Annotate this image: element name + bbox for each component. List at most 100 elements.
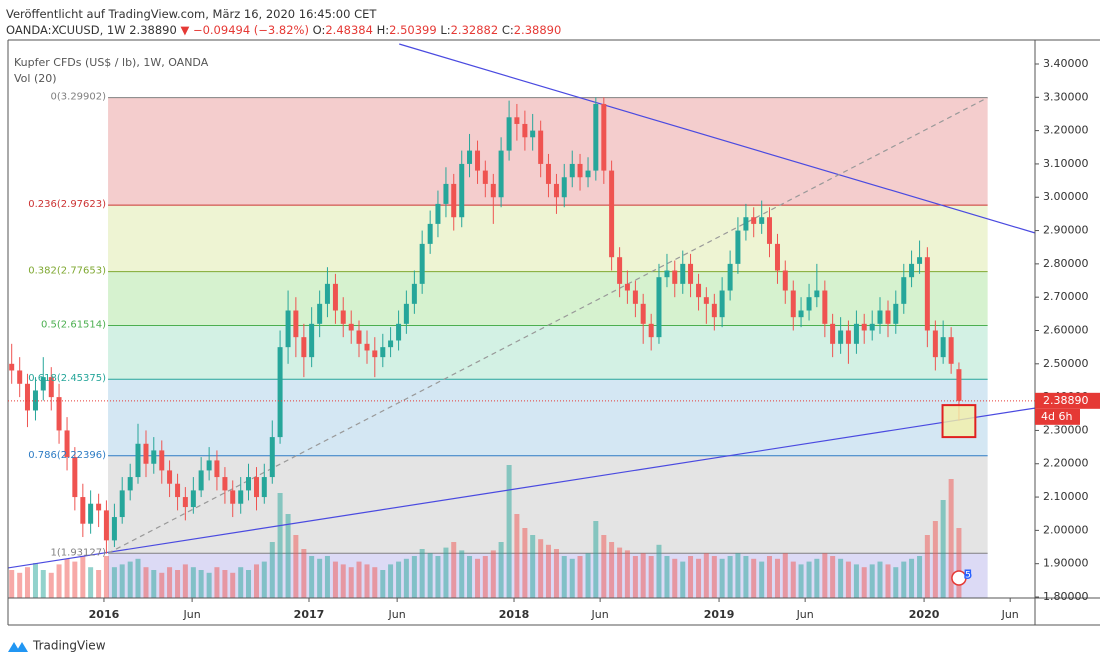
candle-body	[869, 323, 875, 331]
volume-bar	[696, 558, 702, 598]
candle-body	[838, 330, 844, 344]
volume-bar	[143, 567, 149, 598]
candle-body	[885, 310, 891, 324]
candle-body	[506, 117, 512, 151]
candle-body	[932, 330, 938, 358]
volume-bar	[656, 544, 662, 598]
candle-body	[672, 270, 678, 284]
candle-body	[246, 477, 252, 491]
volume-bar	[151, 570, 157, 598]
c-value: 2.38890	[513, 23, 562, 37]
badge-icon	[951, 570, 967, 586]
volume-bar	[735, 553, 741, 598]
candle-body	[151, 450, 157, 464]
candle-body	[798, 310, 804, 318]
volume-bar	[269, 542, 275, 598]
x-tick-label: Jun	[1001, 608, 1019, 621]
x-tick-label: Jun	[388, 608, 406, 621]
volume-bar	[293, 535, 299, 598]
volume-bar	[380, 570, 386, 598]
symbol: OANDA:XCUUSD, 1W 2.38890	[6, 23, 177, 37]
y-tick-label: 2.60000	[1043, 323, 1089, 336]
volume-bar	[285, 514, 291, 598]
fib-label: 0.5(2.61514)	[41, 319, 106, 330]
volume-bar	[806, 561, 812, 598]
volume-bar	[624, 550, 630, 598]
x-tick-label: Jun	[183, 608, 201, 621]
candle-body	[522, 123, 528, 138]
x-tick-label: 2020	[909, 608, 940, 621]
x-tick-label: 2017	[294, 608, 325, 621]
volume-bar	[885, 564, 891, 598]
highlight-box	[941, 404, 977, 439]
candle-body	[293, 310, 299, 338]
volume-bar	[135, 558, 141, 598]
candle-body	[680, 263, 686, 284]
volume-bar	[451, 542, 457, 598]
candle-body	[624, 283, 630, 291]
candle-body	[688, 263, 694, 284]
h-label: H:	[376, 23, 390, 37]
tv-logo	[8, 642, 28, 652]
volume-bar	[198, 570, 204, 598]
fib-label: 0.236(2.97623)	[28, 199, 106, 210]
candle-body	[790, 290, 796, 318]
candle-body	[119, 490, 125, 518]
candle-body	[372, 350, 378, 358]
candle-body	[127, 477, 133, 491]
l-value: 2.32882	[450, 23, 499, 37]
last-price-label: 2.38890	[1043, 394, 1089, 407]
candle-body	[419, 243, 425, 284]
volume-bar	[17, 572, 23, 598]
fib-band	[108, 205, 988, 272]
candle-body	[103, 510, 109, 541]
candle-body	[696, 283, 702, 298]
candle-body	[924, 257, 930, 331]
volume-bar	[632, 556, 638, 598]
volume-bar	[798, 564, 804, 598]
volume-bar	[790, 561, 796, 598]
candle-body	[814, 290, 820, 298]
volume-bar	[396, 561, 402, 598]
fib-band	[108, 271, 988, 326]
symbol-line: OANDA:XCUUSD, 1W 2.38890 ▼ −0.09494 (−3.…	[6, 23, 561, 37]
candle-body	[222, 477, 228, 491]
volume-bar	[111, 567, 117, 598]
volume-bar	[490, 550, 496, 598]
candle-body	[388, 340, 394, 348]
y-tick-label: 2.70000	[1043, 290, 1089, 303]
candle-body	[80, 497, 86, 524]
volume-bar	[498, 542, 504, 598]
candle-body	[175, 483, 181, 498]
candle-body	[861, 323, 867, 331]
l-label: L:	[440, 23, 451, 37]
candle-body	[324, 283, 330, 304]
plot-area	[8, 43, 1035, 598]
o-value: 2.48384	[325, 23, 373, 37]
candle-body	[214, 460, 220, 478]
volume-bar	[190, 567, 196, 598]
volume-bar	[332, 561, 338, 598]
candle-body	[782, 270, 788, 291]
volume-bar	[766, 556, 772, 598]
candle-body	[277, 347, 283, 438]
volume-bar	[317, 558, 323, 598]
volume-bar	[751, 558, 757, 598]
change: ▼ −0.09494 (−3.82%)	[180, 23, 309, 37]
candle-body	[198, 470, 204, 491]
candle-body	[577, 163, 583, 178]
trendline	[399, 43, 1035, 234]
volume-bar	[64, 558, 70, 598]
candle-body	[475, 150, 481, 171]
volume-bar	[230, 572, 236, 598]
candle-body	[9, 363, 15, 371]
volume-bar	[214, 567, 220, 598]
volume-bar	[277, 493, 283, 598]
candle-body	[735, 230, 741, 264]
brand: TradingView	[32, 639, 106, 653]
volume-bar	[419, 549, 425, 598]
volume-bar	[853, 564, 859, 598]
candle-body	[640, 303, 646, 324]
volume-bar	[222, 570, 228, 598]
volume-bar	[522, 528, 528, 598]
